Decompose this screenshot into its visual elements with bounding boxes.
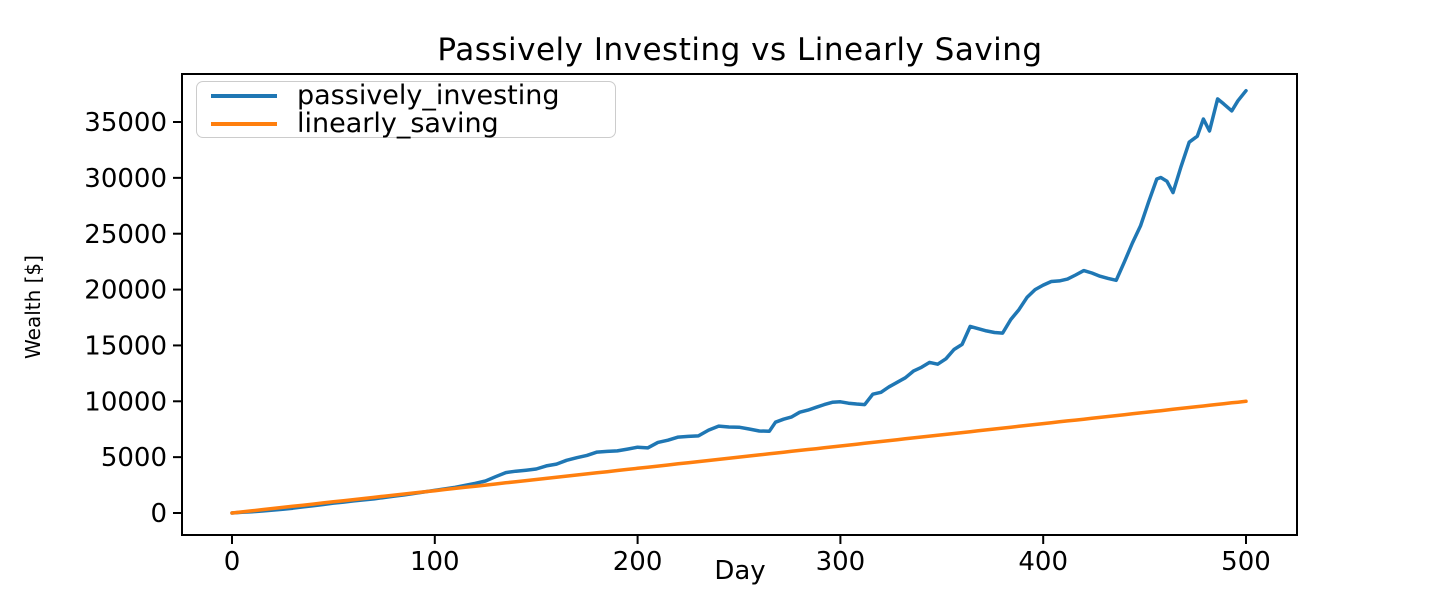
y-tick-label: 10000 (84, 387, 167, 417)
y-tick-label: 15000 (84, 332, 167, 362)
x-tick-label: 100 (410, 547, 460, 577)
x-axis-label: Day (714, 556, 766, 586)
legend-entry: passively_investing (197, 79, 615, 111)
y-tick-label: 30000 (84, 164, 167, 194)
x-tick-label: 300 (816, 547, 866, 577)
legend-line-swatch (211, 121, 277, 126)
y-tick-label: 25000 (84, 220, 167, 250)
y-tick-label: 0 (150, 499, 167, 529)
x-tick-label: 500 (1221, 547, 1271, 577)
chart-title: Passively Investing vs Linearly Saving (437, 32, 1043, 68)
legend-line-swatch (211, 93, 277, 98)
legend-label: passively_investing (297, 79, 560, 111)
x-tick-label: 0 (224, 547, 241, 577)
legend-label: linearly_saving (297, 107, 499, 139)
x-tick-label: 400 (1018, 547, 1068, 577)
axes-spines (181, 73, 1298, 536)
x-tick-label: 200 (613, 547, 663, 577)
y-tick-label: 20000 (84, 276, 167, 306)
series-line-linearly_saving (230, 399, 1248, 515)
y-tick-label: 5000 (101, 443, 167, 473)
y-axis-label: Wealth [$] (21, 255, 45, 359)
y-tick-label: 35000 (84, 108, 167, 138)
legend: passively_investing linearly_saving (196, 81, 616, 138)
legend-entry: linearly_saving (197, 107, 615, 139)
series-line-passively_investing (230, 88, 1248, 515)
